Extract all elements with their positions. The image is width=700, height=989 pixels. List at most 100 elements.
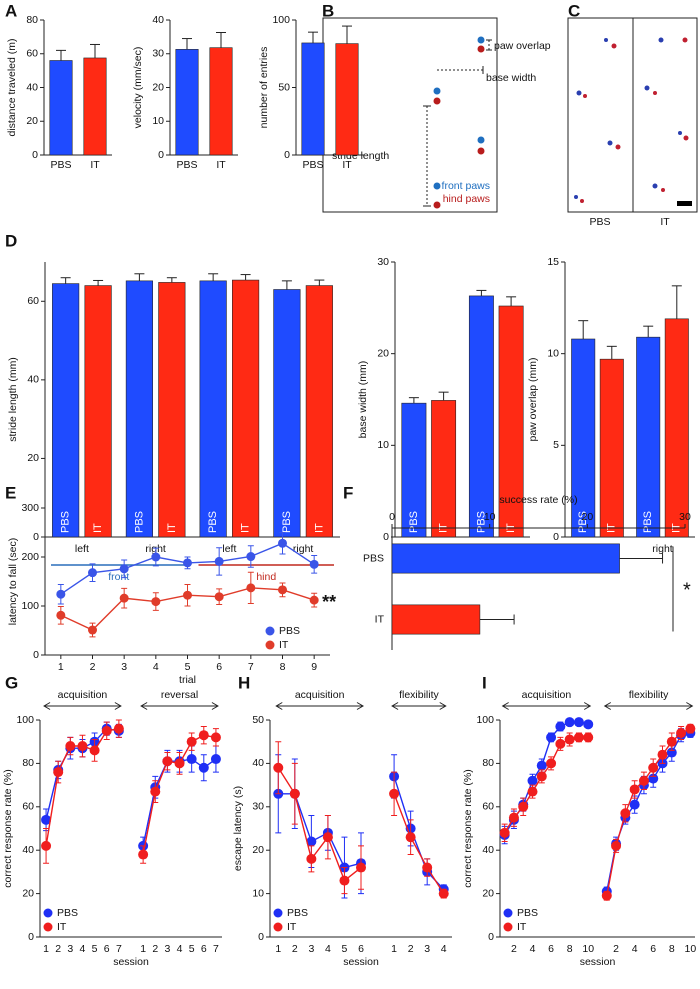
bar xyxy=(84,285,112,538)
x-tick-label: 7 xyxy=(213,943,219,955)
point xyxy=(685,723,696,734)
y-tick-label: 100 xyxy=(272,14,290,26)
point xyxy=(546,732,557,743)
point xyxy=(151,597,161,607)
bar xyxy=(391,543,620,574)
legend-marker xyxy=(43,908,53,918)
x-tick-label: 2 xyxy=(152,943,158,955)
bar-label: IT xyxy=(313,523,325,533)
x-tick-label: PBS xyxy=(302,159,323,171)
y-tick-label: 0 xyxy=(33,531,39,543)
x-tick-label: left xyxy=(75,543,89,555)
phase-arrowhead xyxy=(391,702,447,710)
x-tick-label: 4 xyxy=(153,661,159,673)
diagram-legend: hind paws xyxy=(443,193,490,205)
x-tick-label: 10 xyxy=(484,511,496,523)
y-axis-label: base width (mm) xyxy=(357,361,369,439)
point xyxy=(405,832,416,843)
x-tick-label: 3 xyxy=(424,943,430,955)
point xyxy=(198,730,209,741)
x-tick-label: 7 xyxy=(116,943,122,955)
annotation: * xyxy=(683,579,691,601)
y-tick-label: 20 xyxy=(252,844,264,856)
bar-label: PBS xyxy=(408,511,420,533)
point xyxy=(306,836,317,847)
point xyxy=(536,760,547,771)
point xyxy=(583,732,594,743)
point xyxy=(65,741,76,752)
point xyxy=(438,888,449,899)
x-tick-label: 1 xyxy=(275,943,281,955)
x-tick-label: 6 xyxy=(216,661,222,673)
point xyxy=(499,827,510,838)
x-axis-label: session xyxy=(580,956,616,968)
bar xyxy=(335,43,359,156)
bar-label: PBS xyxy=(642,511,654,533)
phase-label: flexibility xyxy=(399,689,439,701)
bar-label: PBS xyxy=(133,511,145,533)
x-tick-label: 5 xyxy=(92,943,98,955)
y-axis-label: velocity (mm/sec) xyxy=(132,47,144,129)
y-tick-label: 100 xyxy=(21,600,39,612)
y-axis-label: correct response rate (%) xyxy=(462,769,474,887)
x-tick-label: 2 xyxy=(408,943,414,955)
legend-marker xyxy=(265,640,275,650)
x-tick-label: 20 xyxy=(581,511,593,523)
annotation: ** xyxy=(322,592,336,612)
x-tick-label: 6 xyxy=(650,943,656,955)
point xyxy=(186,754,197,765)
x-tick-label: 5 xyxy=(342,943,348,955)
point xyxy=(53,767,64,778)
y-tick-label: PBS xyxy=(363,552,384,564)
point xyxy=(77,741,88,752)
y-tick-label: 5 xyxy=(553,439,559,451)
bar xyxy=(401,402,427,538)
point xyxy=(536,771,547,782)
y-tick-label: 0 xyxy=(32,149,38,161)
x-tick-label: 4 xyxy=(80,943,86,955)
bar xyxy=(301,42,325,156)
legend-label: PBS xyxy=(287,907,308,919)
measure-lines xyxy=(426,40,490,206)
image-red-prints xyxy=(580,37,689,203)
x-tick-label: 1 xyxy=(58,661,64,673)
x-tick-label: 8 xyxy=(567,943,573,955)
y-tick-label: 80 xyxy=(482,757,494,769)
point xyxy=(41,840,52,851)
diagram-legend: front paws xyxy=(442,180,490,192)
x-tick-label: 2 xyxy=(511,943,517,955)
point xyxy=(41,814,52,825)
legend-label: IT xyxy=(279,639,289,651)
point xyxy=(573,732,584,743)
front-paws xyxy=(433,36,485,190)
phase-arrowhead xyxy=(603,702,694,710)
y-tick-label: 15 xyxy=(547,256,559,268)
diagram-label: paw overlap xyxy=(494,40,551,52)
y-axis-label: latency to fall (sec) xyxy=(7,538,19,626)
y-tick-label: 40 xyxy=(252,757,264,769)
x-tick-label: 1 xyxy=(391,943,397,955)
point xyxy=(88,568,97,578)
scale-bar xyxy=(677,201,692,206)
point xyxy=(162,756,173,767)
point xyxy=(198,762,209,773)
point xyxy=(527,786,538,797)
point xyxy=(151,552,161,562)
y-axis-label: escape latency (s) xyxy=(232,786,244,871)
x-tick-label: 7 xyxy=(248,661,254,673)
phase-arrowhead xyxy=(43,702,122,710)
legend-marker xyxy=(273,922,283,932)
point xyxy=(527,775,538,786)
bar xyxy=(175,49,199,156)
point xyxy=(518,801,529,812)
phase-arrowhead xyxy=(140,702,219,710)
x-tick-label: right xyxy=(293,543,314,555)
y-tick-label: 10 xyxy=(252,887,264,899)
x-tick-label: 5 xyxy=(185,661,191,673)
bar-label: PBS xyxy=(60,511,72,533)
bar xyxy=(83,57,107,156)
y-tick-label: 40 xyxy=(152,14,164,26)
legend-label: PBS xyxy=(279,625,300,637)
legend-label: IT xyxy=(517,921,527,933)
